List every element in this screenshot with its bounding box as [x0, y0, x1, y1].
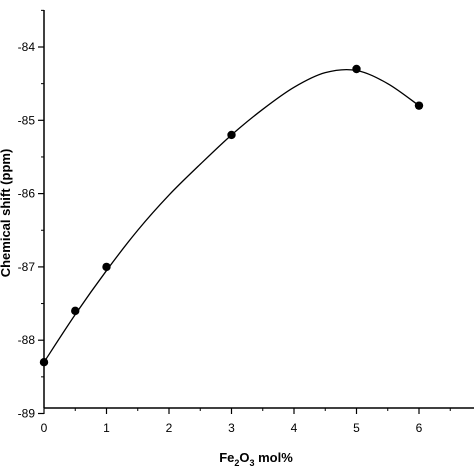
tick-labels: 0 1 2 3 4 5 6 -84 -85 -86 -87 -88 -89 — [18, 40, 423, 435]
ticks — [38, 9, 451, 415]
x-tick-label: 1 — [103, 421, 110, 435]
data-point — [39, 357, 49, 367]
y-tick-label: -87 — [18, 260, 36, 274]
data-point — [102, 262, 111, 272]
data-points — [39, 64, 424, 367]
data-point — [414, 101, 424, 110]
fit-curve — [43, 68, 420, 363]
y-tick-label: -84 — [18, 40, 36, 54]
y-tick-label: -85 — [18, 113, 36, 127]
x-tick-label: 6 — [416, 421, 423, 435]
fit-curve-line — [43, 68, 420, 363]
x-axis-title-o: O — [239, 450, 249, 465]
x-tick-label: 0 — [41, 421, 48, 435]
y-axis-title: Chemical shift (ppm) — [0, 149, 13, 278]
data-point — [352, 64, 361, 74]
x-tick-label: 5 — [353, 421, 360, 435]
x-tick-label: 3 — [228, 421, 235, 435]
x-tick-label: 2 — [166, 421, 173, 435]
y-tick-label: -89 — [18, 407, 36, 421]
x-tick-label: 4 — [291, 421, 298, 435]
data-point — [71, 306, 80, 316]
x-axis-title-sub-3: 3 — [250, 458, 255, 468]
x-axis-title: Fe2O3 mol% — [219, 450, 293, 468]
y-tick-label: -86 — [18, 187, 36, 201]
x-axis-title-rest: mol% — [255, 450, 294, 465]
data-point — [227, 130, 236, 140]
x-axis-title-sub-2: 2 — [234, 458, 239, 468]
y-tick-label: -88 — [18, 333, 36, 347]
x-axis-title-fe: Fe — [219, 450, 234, 465]
axes — [43, 10, 474, 409]
